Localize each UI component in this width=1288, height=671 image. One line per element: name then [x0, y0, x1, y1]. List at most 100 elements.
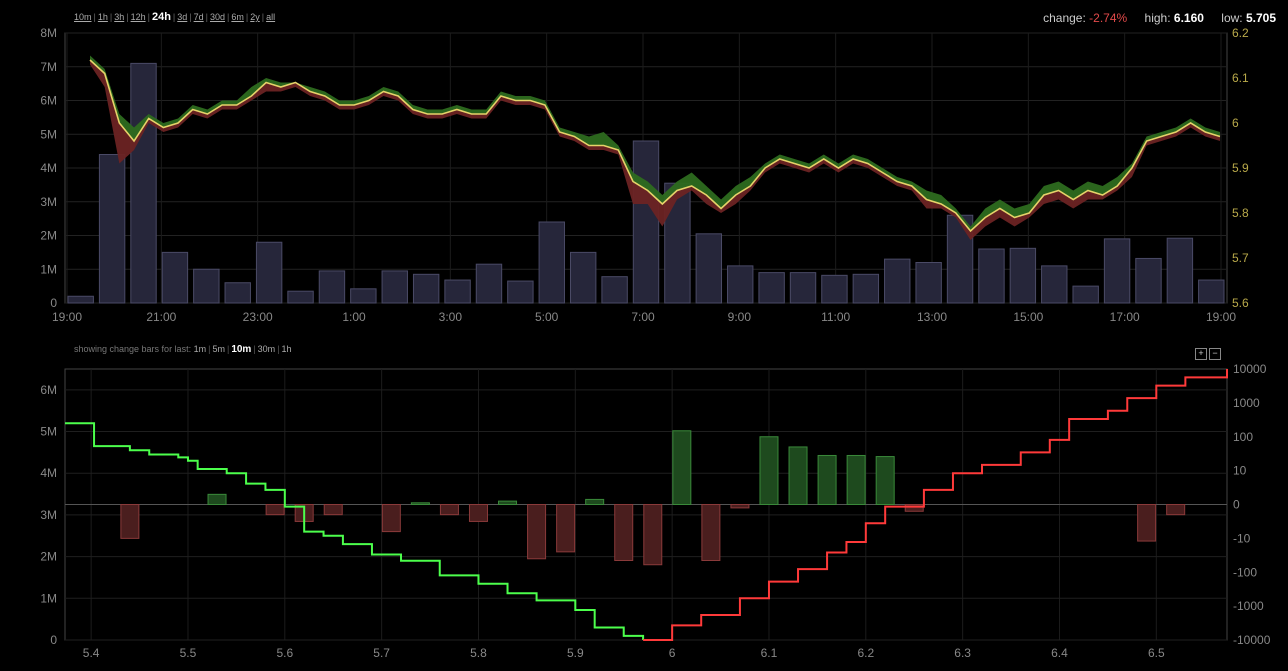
depth-axis-tick: 2M — [40, 550, 57, 564]
change-separator: | — [208, 344, 211, 354]
range-option-1h[interactable]: 1h — [97, 12, 108, 22]
range-separator: | — [93, 12, 96, 22]
depth-plot-frame — [64, 368, 1228, 641]
time-axis-tick: 13:00 — [917, 310, 947, 324]
range-option-24h[interactable]: 24h — [151, 11, 171, 23]
depth-axis-tick: 6M — [40, 383, 57, 397]
change-option-10m[interactable]: 10m — [231, 344, 252, 355]
price-axis-tick: 5.8 — [1232, 206, 1249, 220]
depth-axis-tick: 4M — [40, 466, 57, 480]
range-option-all[interactable]: all — [266, 12, 276, 22]
price-band-up — [90, 55, 1220, 231]
change-bar — [294, 504, 314, 522]
change-option-1m[interactable]: 1m — [193, 344, 207, 354]
volume-axis-tick: 6M — [40, 94, 57, 108]
range-option-12h[interactable]: 12h — [130, 12, 146, 22]
price-level-tick: 5.5 — [180, 646, 197, 660]
change-bar — [904, 504, 924, 512]
range-separator: | — [205, 12, 208, 22]
depth-axis-tick: 0 — [50, 633, 57, 647]
range-option-3h[interactable]: 3h — [114, 12, 125, 22]
range-option-30d[interactable]: 30d — [209, 12, 226, 22]
price-axis-tick: 6 — [1232, 116, 1239, 130]
volume-axis-tick: 8M — [40, 26, 57, 40]
change-axis-tick: 10000 — [1233, 362, 1267, 376]
price-stats: change: -2.74% high: 6.160 low: 5.705 — [1043, 11, 1276, 25]
change-separator: | — [277, 344, 280, 354]
change-label: change: — [1043, 11, 1086, 25]
volume-bar — [915, 262, 942, 304]
range-option-7d[interactable]: 7d — [193, 12, 204, 22]
zoom-out-button[interactable]: − — [1209, 348, 1221, 360]
volume-bar — [1041, 265, 1068, 304]
volume-bar — [789, 272, 817, 304]
price-level-tick: 5.8 — [470, 646, 487, 660]
change-option-5m[interactable]: 5m — [212, 344, 225, 354]
zoom-in-button[interactable]: + — [1195, 348, 1207, 360]
range-option-6m[interactable]: 6m — [231, 12, 244, 22]
range-option-3d[interactable]: 3d — [177, 12, 188, 22]
volume-bar — [727, 265, 754, 304]
change-bar — [439, 504, 459, 516]
range-separator: | — [172, 12, 176, 22]
price-axis-tick: 6.1 — [1232, 71, 1249, 85]
time-axis-tick: 5:00 — [535, 310, 559, 324]
change-option-1h[interactable]: 1h — [281, 344, 292, 354]
time-axis-tick: 3:00 — [439, 310, 463, 324]
depth-axis-tick: 1M — [40, 591, 57, 605]
price-level-tick: 6.1 — [761, 646, 778, 660]
volume-axis-tick: 0 — [50, 296, 57, 310]
price-axis-tick: 5.9 — [1232, 161, 1249, 175]
volume-bar — [1198, 279, 1225, 304]
change-option-30m[interactable]: 30m — [257, 344, 276, 354]
time-axis-tick: 17:00 — [1110, 310, 1140, 324]
ask-depth-line — [643, 369, 1228, 641]
volume-axis-tick: 4M — [40, 161, 57, 175]
volume-bar — [1009, 247, 1037, 304]
change-bar — [265, 504, 285, 516]
volume-bar — [224, 282, 251, 304]
volume-bar — [884, 258, 911, 304]
range-option-10m[interactable]: 10m — [74, 12, 92, 22]
change-axis-tick: -1000 — [1233, 599, 1264, 613]
time-axis-tick: 19:00 — [1206, 310, 1236, 324]
change-bar — [120, 504, 140, 539]
change-bar — [498, 500, 518, 505]
volume-bar — [601, 276, 628, 304]
price-axis-tick: 5.7 — [1232, 251, 1249, 265]
high-value: 6.160 — [1173, 11, 1204, 25]
price-level-tick: 5.4 — [83, 646, 100, 660]
volume-axis-tick: 3M — [40, 195, 57, 209]
range-selector: 10m | 1h | 3h | 12h | 24h | 3d | 7d | 30d | 6m | 2y | all — [74, 11, 275, 23]
change-bar — [410, 502, 430, 505]
volume-bar — [444, 279, 471, 304]
volume-bar — [569, 251, 597, 304]
change-separator: | — [226, 344, 230, 354]
change-bar — [672, 430, 692, 505]
low-label: low: — [1221, 11, 1243, 25]
low-value: 5.705 — [1245, 11, 1276, 25]
volume-bar — [381, 270, 408, 304]
change-value: -2.74% — [1089, 11, 1128, 25]
change-bar — [556, 504, 576, 553]
volume-bar — [255, 241, 283, 304]
time-axis-tick: 9:00 — [728, 310, 752, 324]
price-level-tick: 5.9 — [567, 646, 584, 660]
depth-axis-tick: 5M — [40, 425, 57, 439]
price-level-tick: 6.5 — [1148, 646, 1165, 660]
time-axis-tick: 1:00 — [342, 310, 366, 324]
bid-depth-line — [65, 422, 645, 640]
volume-bar — [1135, 257, 1162, 304]
volume-bar — [852, 273, 880, 304]
depth-axis-tick: 3M — [40, 508, 57, 522]
change-bar — [875, 456, 895, 505]
range-option-2y[interactable]: 2y — [250, 12, 260, 22]
change-bar — [207, 493, 227, 505]
price-volume-chart[interactable]: 0 1M 2M 3M 4M 5M 6M 7M 8M 5.6 5.7 5.8 5.9 6 6.1 6.2 19:0… — [0, 0, 1288, 330]
volume-bar — [821, 274, 848, 304]
price-level-tick: 5.6 — [276, 646, 293, 660]
range-separator: | — [261, 12, 265, 22]
range-separator: | — [147, 12, 150, 22]
range-separator: | — [109, 12, 113, 22]
change-bar — [381, 504, 401, 533]
